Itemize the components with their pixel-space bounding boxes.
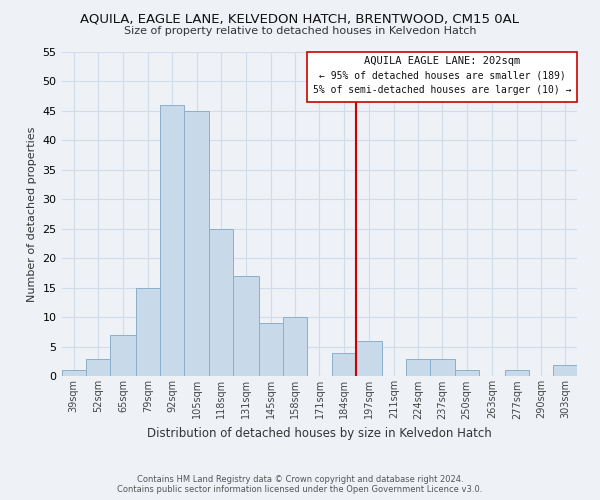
Bar bbox=[86, 358, 110, 376]
FancyBboxPatch shape bbox=[307, 52, 577, 102]
Text: ← 95% of detached houses are smaller (189): ← 95% of detached houses are smaller (18… bbox=[319, 70, 566, 81]
Bar bbox=[110, 335, 136, 376]
X-axis label: Distribution of detached houses by size in Kelvedon Hatch: Distribution of detached houses by size … bbox=[147, 427, 492, 440]
Text: AQUILA, EAGLE LANE, KELVEDON HATCH, BRENTWOOD, CM15 0AL: AQUILA, EAGLE LANE, KELVEDON HATCH, BREN… bbox=[80, 12, 520, 26]
Bar bbox=[209, 228, 233, 376]
Text: Contains HM Land Registry data © Crown copyright and database right 2024.
Contai: Contains HM Land Registry data © Crown c… bbox=[118, 474, 482, 494]
Bar bbox=[233, 276, 259, 376]
Text: AQUILA EAGLE LANE: 202sqm: AQUILA EAGLE LANE: 202sqm bbox=[364, 56, 521, 66]
Bar bbox=[356, 341, 382, 376]
Bar bbox=[455, 370, 479, 376]
Text: 5% of semi-detached houses are larger (10) →: 5% of semi-detached houses are larger (1… bbox=[313, 84, 572, 94]
Bar bbox=[184, 110, 209, 376]
Bar bbox=[505, 370, 529, 376]
Y-axis label: Number of detached properties: Number of detached properties bbox=[27, 126, 37, 302]
Bar bbox=[332, 353, 356, 376]
Text: Size of property relative to detached houses in Kelvedon Hatch: Size of property relative to detached ho… bbox=[124, 26, 476, 36]
Bar bbox=[136, 288, 160, 376]
Bar bbox=[259, 323, 283, 376]
Bar bbox=[406, 358, 430, 376]
Bar bbox=[553, 364, 577, 376]
Bar bbox=[160, 104, 184, 376]
Bar bbox=[283, 318, 307, 376]
Bar bbox=[62, 370, 86, 376]
Bar bbox=[430, 358, 455, 376]
